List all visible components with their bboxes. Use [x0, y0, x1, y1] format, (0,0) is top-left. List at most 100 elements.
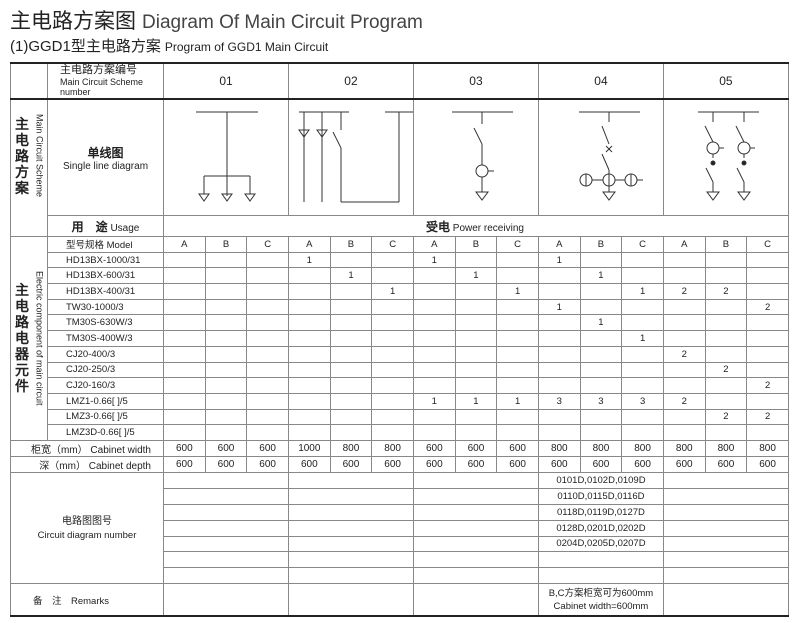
component-qty — [246, 330, 289, 347]
component-qty — [163, 298, 206, 316]
component-qty — [287, 345, 331, 363]
component-qty: 1 — [496, 392, 539, 410]
component-qty — [246, 408, 289, 426]
component-model: CJ20-160/3 — [47, 377, 164, 394]
component-qty — [746, 283, 789, 300]
component-qty — [287, 408, 331, 426]
component-qty — [496, 361, 539, 379]
scheme-02: 02 — [287, 62, 414, 100]
cabinet-depth-value: 600 — [621, 455, 664, 473]
component-qty — [454, 330, 498, 347]
component-qty — [287, 377, 331, 394]
component-qty — [371, 314, 414, 332]
component-qty — [662, 424, 706, 441]
component-qty — [246, 361, 289, 379]
component-qty: 1 — [621, 330, 664, 347]
single-line-en: Single line diagram — [62, 160, 149, 172]
component-qty — [371, 267, 414, 285]
component-qty — [621, 377, 664, 394]
component-qty — [579, 283, 623, 300]
cabinet-depth-value: 600 — [579, 455, 623, 473]
scheme-03: 03 — [412, 62, 539, 100]
component-qty — [704, 267, 748, 285]
cabinet-width-label: 柜宽（mm） Cabinet width — [10, 439, 164, 457]
variant-header: B — [329, 236, 373, 253]
cabinet-width-value: 600 — [496, 439, 539, 457]
component-qty: 2 — [662, 392, 706, 410]
variant-header: B — [579, 236, 623, 253]
component-model: HD13BX-400/31 — [47, 283, 164, 300]
component-qty — [537, 408, 581, 426]
circuit-diagram-number — [287, 535, 414, 553]
circuit-diagram-number — [287, 487, 414, 505]
component-qty — [621, 408, 664, 426]
scheme-01: 01 — [163, 62, 289, 100]
component-qty — [662, 408, 706, 426]
component-qty — [412, 345, 456, 363]
component-qty — [746, 267, 789, 285]
component-qty — [329, 314, 373, 332]
component-qty — [662, 361, 706, 379]
component-qty — [704, 424, 748, 441]
component-qty — [454, 314, 498, 332]
circuit-diagram-number — [412, 503, 539, 521]
component-qty — [287, 283, 331, 300]
component-qty — [371, 392, 414, 410]
usage-label-cn: 用 途 — [71, 219, 108, 234]
component-qty — [246, 251, 289, 269]
component-qty: 1 — [412, 392, 456, 410]
component-model: LMZ1-0.66[ ]/5 — [47, 392, 164, 410]
component-qty — [287, 424, 331, 441]
title-cn: 主电路方案图 — [10, 10, 136, 33]
component-qty — [329, 392, 373, 410]
scheme-04: 04 — [537, 62, 664, 100]
component-row: LMZ3D-0.66[ ]/5 — [11, 424, 789, 441]
component-qty — [246, 424, 289, 441]
single-line-diagram-05 — [697, 111, 759, 201]
component-qty — [662, 267, 706, 285]
component-qty — [537, 267, 581, 285]
component-qty — [579, 424, 623, 441]
scheme-group-label: 主电路方案 Main Circuit Scheme — [10, 98, 48, 237]
component-qty — [204, 392, 248, 410]
component-qty — [371, 424, 414, 441]
component-qty — [746, 330, 789, 347]
variant-header: B — [704, 236, 748, 253]
component-qty — [662, 251, 706, 269]
usage-value-cn: 受电 — [426, 219, 451, 234]
variant-header: B — [204, 236, 248, 253]
component-qty — [371, 298, 414, 316]
diagram-02 — [287, 98, 414, 216]
cabinet-width-value: 800 — [371, 439, 414, 457]
single-line-diagram-03 — [451, 111, 513, 201]
remarks-value — [287, 583, 414, 617]
component-qty — [287, 330, 331, 347]
component-qty — [246, 283, 289, 300]
single-line-diagram-01 — [196, 111, 258, 202]
component-qty — [662, 298, 706, 316]
component-qty — [537, 424, 581, 441]
component-qty — [746, 345, 789, 363]
circuit-diagram-number — [287, 519, 414, 537]
component-qty — [246, 377, 289, 394]
component-qty — [496, 314, 539, 332]
circuit-diagram-en: Circuit diagram number — [37, 529, 137, 541]
diagram-04 — [537, 98, 664, 216]
component-qty — [454, 408, 498, 426]
usage-label-en: Usage — [110, 222, 140, 234]
circuit-diagram-number — [412, 487, 539, 505]
component-model: CJ20-250/3 — [47, 361, 164, 379]
circuit-diagram-number — [287, 503, 414, 521]
component-row: LMZ3-0.66[ ]/5 2 2 — [11, 408, 789, 426]
remarks-value — [163, 583, 289, 617]
cabinet-width-value: 600 — [454, 439, 498, 457]
component-qty — [496, 408, 539, 426]
main-circuit-table: 主电路方案编号 Main Circuit Scheme number 01 02 … — [10, 62, 789, 618]
component-qty — [329, 424, 373, 441]
component-qty — [621, 267, 664, 285]
component-qty — [163, 283, 206, 300]
single-line-diagram-02 — [298, 111, 413, 203]
component-qty — [621, 424, 664, 441]
cabinet-width-value: 1000 — [287, 439, 331, 457]
variant-header: A — [163, 236, 206, 253]
